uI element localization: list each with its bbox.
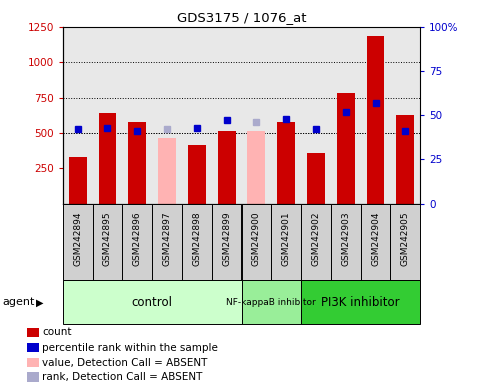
- Bar: [128, 122, 146, 204]
- Text: GDS3175 / 1076_at: GDS3175 / 1076_at: [177, 12, 306, 25]
- Bar: [69, 157, 86, 204]
- Bar: [212, 204, 242, 280]
- Text: ▶: ▶: [36, 297, 44, 308]
- Text: control: control: [132, 296, 172, 309]
- Bar: [331, 204, 361, 280]
- Text: PI3K inhibitor: PI3K inhibitor: [321, 296, 400, 309]
- Bar: [182, 204, 212, 280]
- Bar: [242, 204, 271, 280]
- Bar: [271, 204, 301, 280]
- Text: rank, Detection Call = ABSENT: rank, Detection Call = ABSENT: [42, 372, 202, 382]
- Text: GSM242902: GSM242902: [312, 211, 320, 266]
- Text: GSM242897: GSM242897: [163, 211, 171, 266]
- Bar: [337, 93, 355, 204]
- Text: NF-kappaB inhibitor: NF-kappaB inhibitor: [227, 298, 316, 307]
- Text: GSM242895: GSM242895: [103, 211, 112, 266]
- Text: GSM242898: GSM242898: [192, 211, 201, 266]
- Bar: [188, 145, 206, 204]
- Bar: [301, 204, 331, 280]
- Text: agent: agent: [2, 297, 35, 308]
- Text: GSM242896: GSM242896: [133, 211, 142, 266]
- Text: GSM242901: GSM242901: [282, 211, 291, 266]
- Text: percentile rank within the sample: percentile rank within the sample: [42, 343, 218, 353]
- Bar: [99, 113, 116, 204]
- Bar: [158, 138, 176, 204]
- Text: GSM242899: GSM242899: [222, 211, 231, 266]
- Bar: [361, 204, 390, 280]
- Bar: [63, 280, 242, 324]
- Bar: [307, 153, 325, 204]
- Bar: [390, 204, 420, 280]
- Text: GSM242900: GSM242900: [252, 211, 261, 266]
- Bar: [367, 36, 384, 204]
- Bar: [277, 122, 295, 204]
- Bar: [93, 204, 122, 280]
- Bar: [152, 204, 182, 280]
- Bar: [247, 131, 265, 204]
- Text: GSM242904: GSM242904: [371, 211, 380, 266]
- Text: count: count: [42, 327, 71, 337]
- Text: GSM242894: GSM242894: [73, 211, 82, 266]
- Text: value, Detection Call = ABSENT: value, Detection Call = ABSENT: [42, 358, 207, 368]
- Text: GSM242905: GSM242905: [401, 211, 410, 266]
- Bar: [218, 131, 236, 204]
- Bar: [63, 204, 93, 280]
- Bar: [301, 280, 420, 324]
- Bar: [397, 115, 414, 204]
- Text: GSM242903: GSM242903: [341, 211, 350, 266]
- Bar: [242, 280, 301, 324]
- Bar: [122, 204, 152, 280]
